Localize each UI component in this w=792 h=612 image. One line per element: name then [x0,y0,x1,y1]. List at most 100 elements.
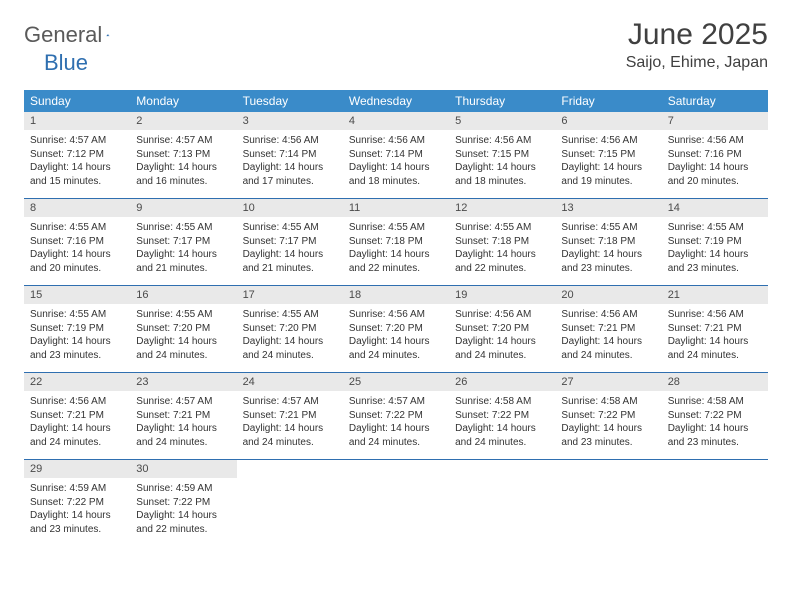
day-header-cell: Friday [555,90,661,112]
day-number-cell: 20 [555,286,661,305]
day-sr-text: Sunrise: 4:59 AM [136,482,230,496]
day-d1-text: Daylight: 14 hours [455,422,549,436]
day-data-row: Sunrise: 4:57 AMSunset: 7:12 PMDaylight:… [24,130,768,199]
day-number-row: 1234567 [24,112,768,130]
day-ss-text: Sunset: 7:20 PM [349,322,443,336]
day-d1-text: Daylight: 14 hours [243,335,337,349]
day-d1-text: Daylight: 14 hours [243,161,337,175]
day-number-cell: 4 [343,112,449,130]
day-sr-text: Sunrise: 4:56 AM [455,308,549,322]
day-d2-text: and 23 minutes. [30,349,124,363]
day-data-cell [449,478,555,546]
day-data-cell: Sunrise: 4:55 AMSunset: 7:20 PMDaylight:… [130,304,236,373]
day-number-row: 891011121314 [24,199,768,218]
day-number-cell [449,460,555,479]
day-d1-text: Daylight: 14 hours [243,422,337,436]
day-d2-text: and 21 minutes. [136,262,230,276]
day-sr-text: Sunrise: 4:55 AM [349,221,443,235]
day-d2-text: and 24 minutes. [668,349,762,363]
day-data-cell: Sunrise: 4:56 AMSunset: 7:21 PMDaylight:… [555,304,661,373]
day-d2-text: and 19 minutes. [561,175,655,189]
day-number-cell: 23 [130,373,236,392]
day-ss-text: Sunset: 7:18 PM [455,235,549,249]
day-header-cell: Wednesday [343,90,449,112]
day-sr-text: Sunrise: 4:56 AM [349,134,443,148]
day-d1-text: Daylight: 14 hours [30,509,124,523]
calendar-table: SundayMondayTuesdayWednesdayThursdayFrid… [24,90,768,546]
day-sr-text: Sunrise: 4:56 AM [668,134,762,148]
day-sr-text: Sunrise: 4:58 AM [668,395,762,409]
day-d2-text: and 23 minutes. [30,523,124,537]
day-header-row: SundayMondayTuesdayWednesdayThursdayFrid… [24,90,768,112]
day-ss-text: Sunset: 7:16 PM [30,235,124,249]
day-header-cell: Tuesday [237,90,343,112]
day-d1-text: Daylight: 14 hours [668,248,762,262]
day-d2-text: and 24 minutes. [349,436,443,450]
day-number-cell: 14 [662,199,768,218]
day-number-row: 2930 [24,460,768,479]
day-ss-text: Sunset: 7:22 PM [455,409,549,423]
brand-logo: General [24,22,132,48]
brand-sail-icon [106,27,110,43]
day-ss-text: Sunset: 7:22 PM [668,409,762,423]
day-d2-text: and 15 minutes. [30,175,124,189]
day-sr-text: Sunrise: 4:57 AM [136,395,230,409]
day-ss-text: Sunset: 7:22 PM [349,409,443,423]
day-d2-text: and 23 minutes. [561,262,655,276]
day-d2-text: and 21 minutes. [243,262,337,276]
day-data-cell: Sunrise: 4:58 AMSunset: 7:22 PMDaylight:… [662,391,768,460]
day-ss-text: Sunset: 7:15 PM [561,148,655,162]
day-d1-text: Daylight: 14 hours [243,248,337,262]
day-d1-text: Daylight: 14 hours [668,335,762,349]
day-number-cell: 29 [24,460,130,479]
day-data-cell: Sunrise: 4:56 AMSunset: 7:15 PMDaylight:… [449,130,555,199]
day-sr-text: Sunrise: 4:55 AM [30,221,124,235]
day-sr-text: Sunrise: 4:56 AM [243,134,337,148]
day-data-cell: Sunrise: 4:57 AMSunset: 7:12 PMDaylight:… [24,130,130,199]
day-sr-text: Sunrise: 4:55 AM [243,308,337,322]
day-d1-text: Daylight: 14 hours [349,335,443,349]
day-data-cell: Sunrise: 4:59 AMSunset: 7:22 PMDaylight:… [24,478,130,546]
day-ss-text: Sunset: 7:17 PM [243,235,337,249]
day-d1-text: Daylight: 14 hours [30,335,124,349]
day-sr-text: Sunrise: 4:55 AM [668,221,762,235]
day-d2-text: and 24 minutes. [30,436,124,450]
day-sr-text: Sunrise: 4:56 AM [561,308,655,322]
day-number-cell: 18 [343,286,449,305]
day-d2-text: and 24 minutes. [243,349,337,363]
day-data-cell: Sunrise: 4:58 AMSunset: 7:22 PMDaylight:… [555,391,661,460]
day-d1-text: Daylight: 14 hours [30,422,124,436]
day-data-cell: Sunrise: 4:55 AMSunset: 7:17 PMDaylight:… [130,217,236,286]
day-data-cell: Sunrise: 4:57 AMSunset: 7:21 PMDaylight:… [237,391,343,460]
day-ss-text: Sunset: 7:16 PM [668,148,762,162]
day-ss-text: Sunset: 7:22 PM [136,496,230,510]
day-data-cell: Sunrise: 4:55 AMSunset: 7:18 PMDaylight:… [449,217,555,286]
day-d2-text: and 24 minutes. [455,349,549,363]
brand-text-blue: Blue [44,50,88,76]
day-d2-text: and 16 minutes. [136,175,230,189]
day-sr-text: Sunrise: 4:55 AM [136,221,230,235]
day-data-cell: Sunrise: 4:56 AMSunset: 7:21 PMDaylight:… [24,391,130,460]
day-sr-text: Sunrise: 4:56 AM [30,395,124,409]
day-data-cell: Sunrise: 4:55 AMSunset: 7:16 PMDaylight:… [24,217,130,286]
day-number-cell: 27 [555,373,661,392]
day-data-cell: Sunrise: 4:56 AMSunset: 7:16 PMDaylight:… [662,130,768,199]
day-number-cell: 7 [662,112,768,130]
day-sr-text: Sunrise: 4:55 AM [30,308,124,322]
day-number-cell: 16 [130,286,236,305]
day-d1-text: Daylight: 14 hours [561,161,655,175]
day-ss-text: Sunset: 7:20 PM [136,322,230,336]
day-data-row: Sunrise: 4:56 AMSunset: 7:21 PMDaylight:… [24,391,768,460]
day-ss-text: Sunset: 7:15 PM [455,148,549,162]
day-sr-text: Sunrise: 4:55 AM [136,308,230,322]
day-number-cell: 8 [24,199,130,218]
brand-text-general: General [24,22,102,48]
day-d1-text: Daylight: 14 hours [349,161,443,175]
day-data-row: Sunrise: 4:59 AMSunset: 7:22 PM Daylight:… [24,478,768,546]
day-d2-text: and 22 minutes. [136,523,230,537]
day-sr-text: Sunrise: 4:57 AM [30,134,124,148]
day-number-cell: 30 [130,460,236,479]
day-number-cell: 9 [130,199,236,218]
day-number-cell: 2 [130,112,236,130]
location-text: Saijo, Ehime, Japan [626,54,768,72]
